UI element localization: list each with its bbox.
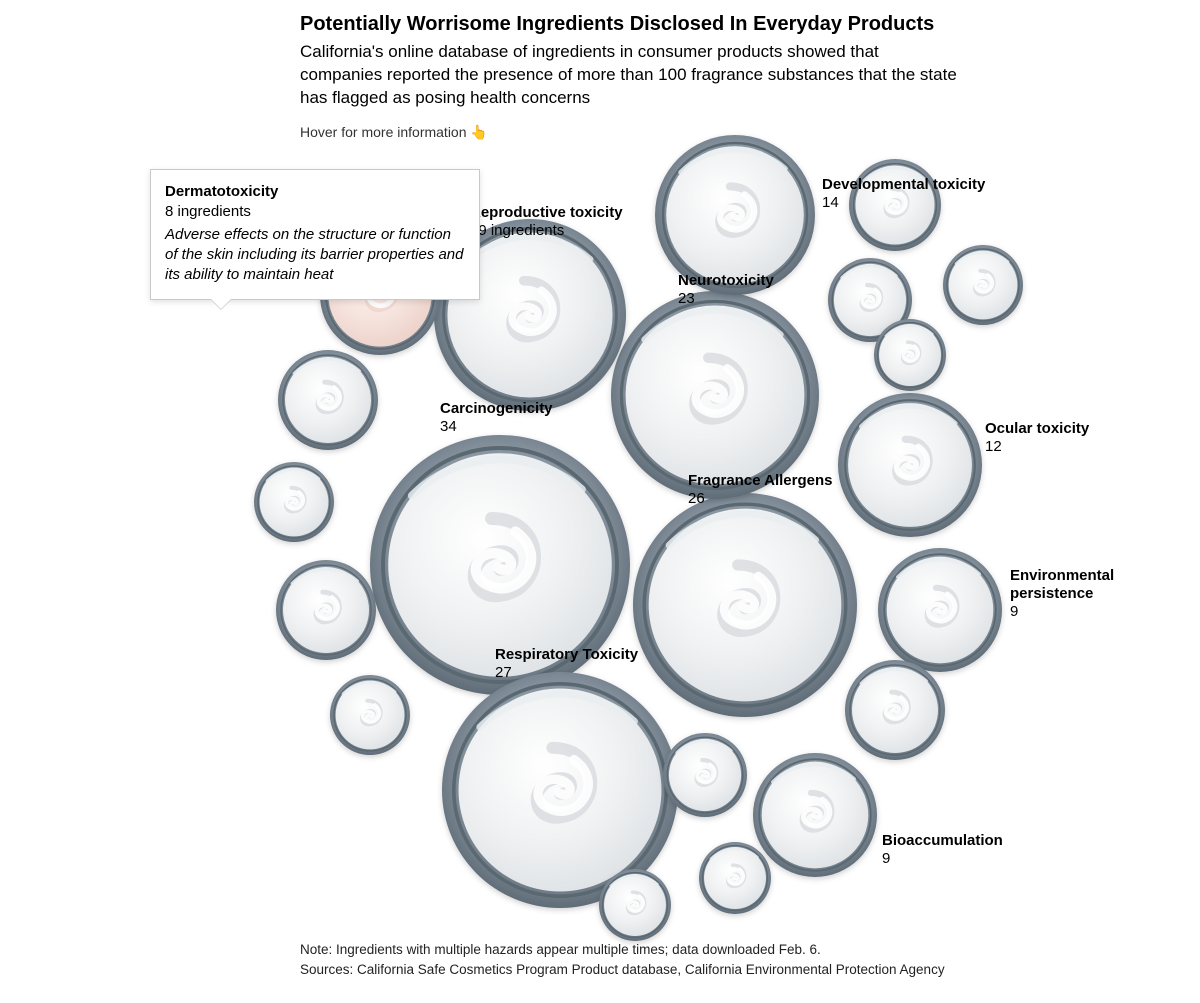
label-name: Respiratory Toxicity (495, 646, 638, 664)
jar-u-bottom-3[interactable] (699, 842, 771, 914)
jar-bioaccumulation[interactable] (753, 753, 877, 877)
label-developmental-toxicity: Developmental toxicity14 (822, 176, 985, 212)
jar-u-bottom-2[interactable] (599, 869, 671, 941)
label-value: 34 (440, 418, 553, 436)
jar-u-bottom-1[interactable] (663, 733, 747, 817)
label-name: Environmental persistence (1010, 567, 1160, 603)
jar-environmental-persist[interactable] (878, 548, 1002, 672)
jar-u-right-low[interactable] (845, 660, 945, 760)
tooltip-title: Dermatotoxicity (165, 182, 465, 202)
jar-u-left-1[interactable] (278, 350, 378, 450)
label-name: Ocular toxicity (985, 420, 1089, 438)
jar-u-left-4[interactable] (330, 675, 410, 755)
label-value: 27 (495, 664, 638, 682)
label-fragrance-allergens: Fragrance Allergens26 (688, 472, 833, 508)
jar-neurotoxicity[interactable] (611, 291, 819, 499)
label-name: Reproductive toxicity (470, 204, 623, 222)
label-value: 26 (688, 490, 833, 508)
infographic-root: Potentially Worrisome Ingredients Disclo… (0, 0, 1200, 1003)
jar-ocular-toxicity[interactable] (838, 393, 982, 537)
tooltip-desc: Adverse effects on the structure or func… (165, 225, 465, 286)
label-neurotoxicity: Neurotoxicity23 (678, 272, 774, 308)
label-name: Carcinogenicity (440, 400, 553, 418)
label-value: 23 (678, 290, 774, 308)
label-name: Bioaccumulation (882, 832, 1003, 850)
jar-u-left-2[interactable] (254, 462, 334, 542)
jar-u-mid-right-2[interactable] (874, 319, 946, 391)
label-name: Developmental toxicity (822, 176, 985, 194)
jar-fragrance-allergens[interactable] (633, 493, 857, 717)
label-bioaccumulation: Bioaccumulation9 (882, 832, 1003, 868)
label-reproductive-toxicity: Reproductive toxicity19 ingredients (470, 204, 623, 240)
label-value: 9 (882, 850, 1003, 868)
label-carcinogenicity: Carcinogenicity34 (440, 400, 553, 436)
label-value: 19 ingredients (470, 222, 623, 240)
label-value: 12 (985, 438, 1089, 456)
tooltip: Dermatotoxicity 8 ingredients Adverse ef… (150, 169, 480, 300)
footer-note: Note: Ingredients with multiple hazards … (300, 940, 1000, 960)
label-value: 14 (822, 194, 985, 212)
label-name: Fragrance Allergens (688, 472, 833, 490)
bubble-canvas (0, 0, 1200, 1003)
label-value: 9 (1010, 603, 1160, 621)
label-environmental-persist: Environmental persistence9 (1010, 567, 1160, 621)
tooltip-sub: 8 ingredients (165, 202, 465, 222)
jar-u-right-small[interactable] (943, 245, 1023, 325)
label-name: Neurotoxicity (678, 272, 774, 290)
label-respiratory-toxicity: Respiratory Toxicity27 (495, 646, 638, 682)
label-ocular-toxicity: Ocular toxicity12 (985, 420, 1089, 456)
jar-developmental-toxicity[interactable] (655, 135, 815, 295)
footer-sources: Sources: California Safe Cosmetics Progr… (300, 960, 1000, 980)
jar-u-left-3[interactable] (276, 560, 376, 660)
footer: Note: Ingredients with multiple hazards … (300, 940, 1000, 979)
